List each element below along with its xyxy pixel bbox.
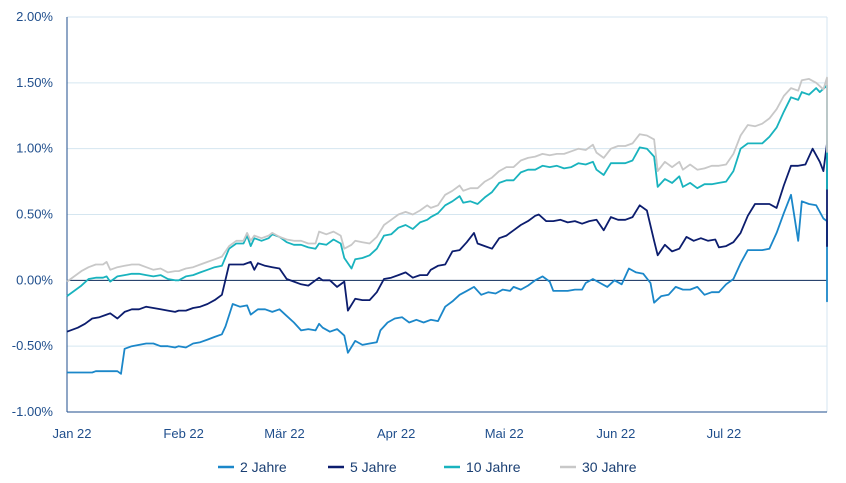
y-tick-label: 1.50% bbox=[16, 75, 53, 90]
x-tick-label: Jun 22 bbox=[596, 426, 635, 441]
x-tick-label: Apr 22 bbox=[377, 426, 415, 441]
legend-label: 10 Jahre bbox=[466, 459, 521, 475]
legend: 2 Jahre 5 Jahre 10 Jahre 30 Jahre bbox=[218, 459, 637, 475]
x-tick-label: Mär 22 bbox=[264, 426, 304, 441]
legend-label: 2 Jahre bbox=[240, 459, 287, 475]
gridlines bbox=[67, 16, 827, 413]
y-tick-label: -1.00% bbox=[12, 404, 54, 419]
x-axis-tick-labels: Jan 22 Feb 22 Mär 22 Apr 22 Mai 22 Jun 22 Jul … bbox=[52, 426, 741, 441]
axes bbox=[66, 17, 828, 413]
legend-item: 10 Jahre bbox=[444, 459, 521, 475]
y-axis-tick-labels: -1.00% -0.50% 0.00% 0.50% 1.00% 1.50% 2.00% bbox=[12, 9, 54, 419]
y-tick-label: 2.00% bbox=[16, 9, 53, 24]
series-line-2 bbox=[66, 139, 828, 333]
x-tick-label: Mai 22 bbox=[485, 426, 524, 441]
x-tick-label: Jan 22 bbox=[52, 426, 91, 441]
legend-item: 5 Jahre bbox=[328, 459, 397, 475]
series-line-1 bbox=[67, 193, 828, 375]
y-tick-label: 0.50% bbox=[16, 207, 53, 222]
legend-item: 2 Jahre bbox=[218, 459, 287, 475]
series-lines bbox=[66, 76, 828, 375]
legend-label: 30 Jahre bbox=[582, 459, 637, 475]
series-line-3 bbox=[66, 84, 828, 297]
legend-label: 5 Jahre bbox=[350, 459, 397, 475]
x-tick-label: Jul 22 bbox=[707, 426, 742, 441]
y-tick-label: -0.50% bbox=[12, 338, 54, 353]
y-tick-label: 1.00% bbox=[16, 141, 53, 156]
y-tick-label: 0.00% bbox=[16, 272, 53, 287]
x-tick-label: Feb 22 bbox=[163, 426, 203, 441]
legend-item: 30 Jahre bbox=[560, 459, 637, 475]
series-line-4 bbox=[66, 76, 828, 283]
